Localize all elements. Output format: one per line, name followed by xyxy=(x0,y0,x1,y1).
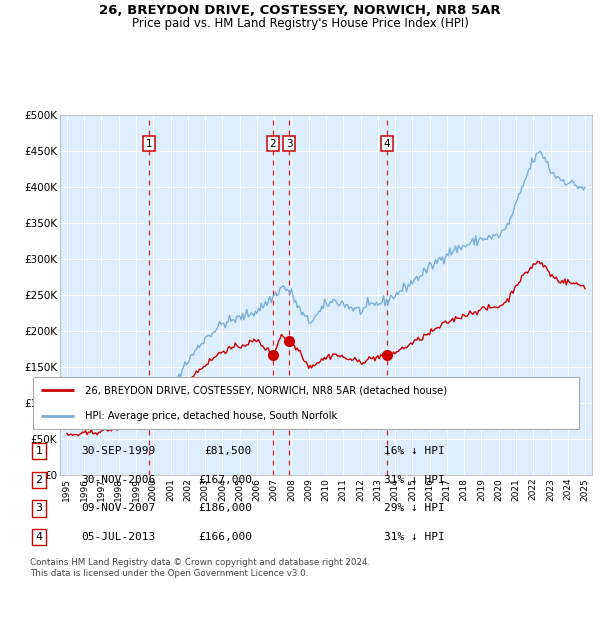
Text: 3: 3 xyxy=(35,503,43,513)
Text: Contains HM Land Registry data © Crown copyright and database right 2024.: Contains HM Land Registry data © Crown c… xyxy=(30,558,370,567)
Text: 2: 2 xyxy=(269,139,276,149)
FancyBboxPatch shape xyxy=(33,378,579,428)
Text: 09-NOV-2007: 09-NOV-2007 xyxy=(81,503,155,513)
Text: £81,500: £81,500 xyxy=(205,446,252,456)
Text: 3: 3 xyxy=(286,139,292,149)
Text: 4: 4 xyxy=(35,532,43,542)
Text: 26, BREYDON DRIVE, COSTESSEY, NORWICH, NR8 5AR: 26, BREYDON DRIVE, COSTESSEY, NORWICH, N… xyxy=(99,4,501,17)
Text: £167,000: £167,000 xyxy=(198,475,252,485)
Text: 29% ↓ HPI: 29% ↓ HPI xyxy=(384,503,445,513)
Text: 31% ↓ HPI: 31% ↓ HPI xyxy=(384,475,445,485)
Text: 30-NOV-2006: 30-NOV-2006 xyxy=(81,475,155,485)
Text: 26, BREYDON DRIVE, COSTESSEY, NORWICH, NR8 5AR (detached house): 26, BREYDON DRIVE, COSTESSEY, NORWICH, N… xyxy=(85,385,448,395)
Text: 05-JUL-2013: 05-JUL-2013 xyxy=(81,532,155,542)
Text: 30-SEP-1999: 30-SEP-1999 xyxy=(81,446,155,456)
Text: £166,000: £166,000 xyxy=(198,532,252,542)
Text: HPI: Average price, detached house, South Norfolk: HPI: Average price, detached house, Sout… xyxy=(85,411,337,421)
Text: This data is licensed under the Open Government Licence v3.0.: This data is licensed under the Open Gov… xyxy=(30,569,308,578)
Text: £186,000: £186,000 xyxy=(198,503,252,513)
Text: 2: 2 xyxy=(35,475,43,485)
Text: 31% ↓ HPI: 31% ↓ HPI xyxy=(384,532,445,542)
Text: Price paid vs. HM Land Registry's House Price Index (HPI): Price paid vs. HM Land Registry's House … xyxy=(131,17,469,30)
Text: 1: 1 xyxy=(146,139,152,149)
Text: 1: 1 xyxy=(35,446,43,456)
Text: 16% ↓ HPI: 16% ↓ HPI xyxy=(384,446,445,456)
Text: 4: 4 xyxy=(383,139,390,149)
